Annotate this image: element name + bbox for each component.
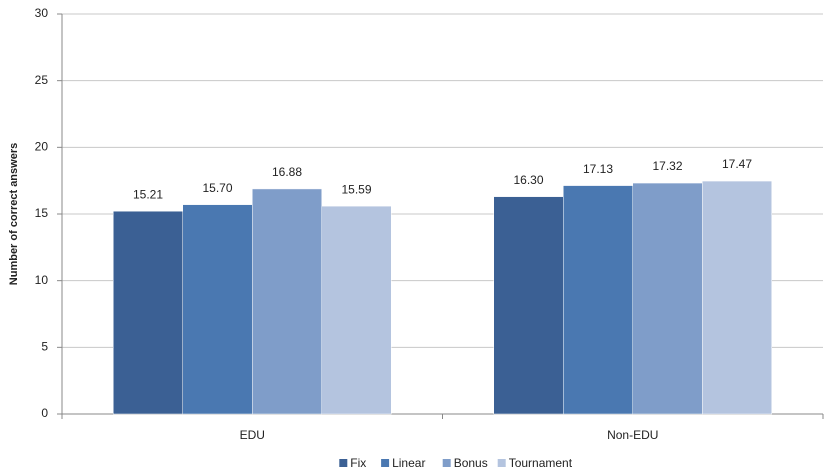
- y-tick-label: 0: [41, 406, 48, 420]
- value-label: 16.88: [272, 165, 302, 179]
- x-tick-label: EDU: [240, 428, 265, 442]
- value-label: 17.13: [583, 162, 613, 176]
- y-tick-label: 20: [35, 140, 49, 154]
- bar: [113, 210, 183, 415]
- value-label: 17.32: [652, 159, 682, 173]
- bar: [563, 185, 633, 415]
- bar: [182, 204, 253, 415]
- y-tick-label: 30: [35, 6, 49, 20]
- legend-label: Linear: [392, 456, 425, 470]
- value-label: 15.21: [133, 187, 163, 201]
- legend-label: Tournament: [509, 456, 573, 470]
- bar: [321, 205, 392, 415]
- y-tick-label: 15: [35, 206, 49, 220]
- bar: [493, 196, 564, 415]
- bar: [252, 188, 322, 415]
- legend-swatch: [442, 459, 451, 467]
- y-axis-title: Number of correct answers: [8, 143, 20, 285]
- bar: [702, 180, 772, 415]
- legend-swatch: [497, 459, 506, 467]
- value-label: 17.47: [722, 157, 752, 171]
- legend-label: Fix: [350, 456, 366, 470]
- y-tick-label: 10: [35, 273, 49, 287]
- legend-swatch: [381, 459, 390, 467]
- x-tick-label: Non-EDU: [607, 428, 658, 442]
- legend-label: Bonus: [454, 456, 488, 470]
- value-label: 16.30: [513, 173, 543, 187]
- legend-swatch: [339, 459, 348, 467]
- y-tick-label: 25: [35, 73, 49, 87]
- y-tick-label: 5: [41, 340, 48, 354]
- value-label: 15.70: [202, 181, 232, 195]
- value-label: 15.59: [341, 182, 371, 196]
- bar: [632, 182, 703, 415]
